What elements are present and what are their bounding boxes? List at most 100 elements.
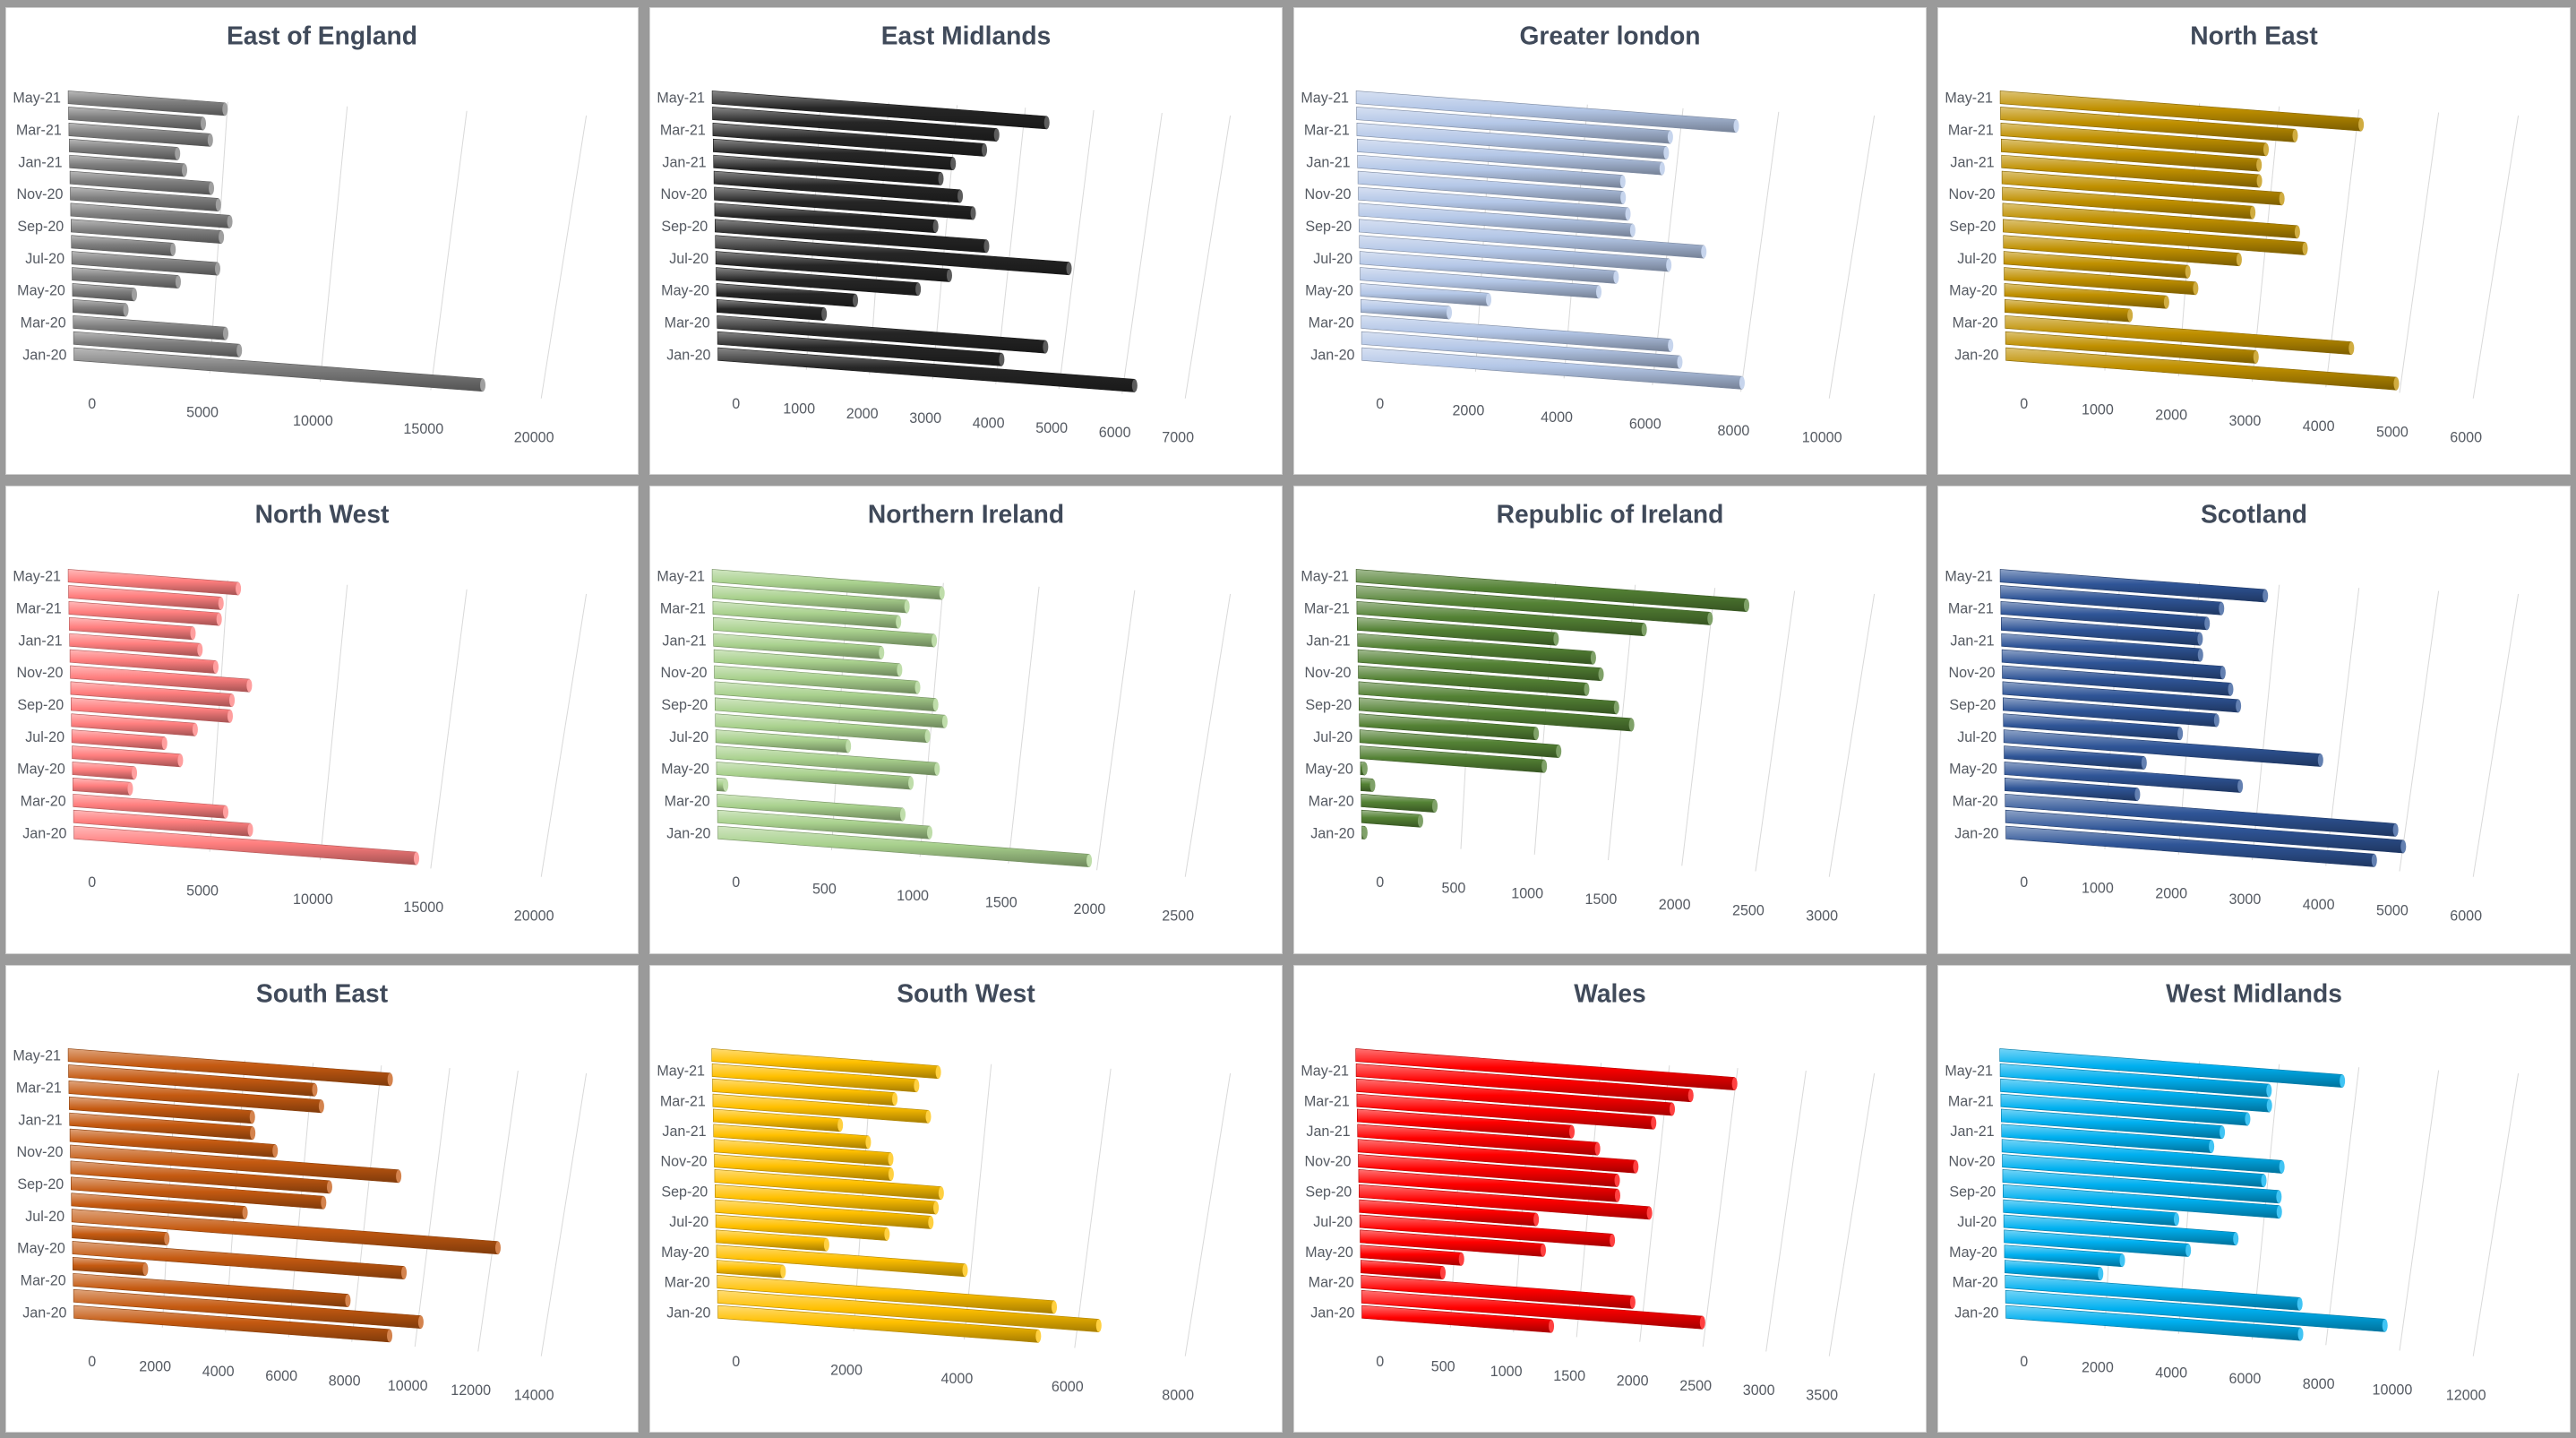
y-tick-label: Jan-20 (1310, 826, 1354, 842)
chart-title: South West (897, 979, 1035, 1008)
bar-end-cap (1590, 651, 1596, 665)
bar-end-cap (2220, 667, 2226, 680)
bar-end-cap (2279, 1159, 2285, 1174)
y-tick-label: Mar-20 (665, 1274, 710, 1290)
y-tick-label: May-21 (1301, 569, 1349, 585)
y-tick-label: Nov-20 (661, 665, 708, 681)
y-tick-label: Jan-21 (18, 1112, 62, 1128)
bar-end-cap (993, 128, 1000, 142)
x-tick-label: 6000 (1099, 425, 1131, 441)
x-tick-label: 10000 (1802, 429, 1842, 445)
bar-end-cap (2256, 159, 2263, 172)
bar-end-cap (417, 1315, 424, 1329)
bar-end-cap (207, 133, 213, 147)
bar-end-cap (1659, 161, 1665, 176)
bar-end-cap (865, 1135, 872, 1149)
chart-svg: Greater london 0 2000 4000 6000 8000 10000 Jan-… (1301, 22, 1876, 446)
x-tick-label: 0 (732, 874, 740, 891)
y-tick-label: Sep-20 (1949, 1184, 1996, 1200)
gridline (1184, 594, 1232, 878)
bar-end-cap (2185, 1243, 2192, 1257)
y-tick-label: Jul-20 (1313, 251, 1352, 267)
y-tick-label: Sep-20 (661, 219, 708, 235)
bar-end-cap (123, 303, 129, 317)
bar-end-cap (1549, 1319, 1555, 1332)
x-tick-label: 20000 (514, 908, 554, 925)
chart-title: Republic of Ireland (1497, 501, 1724, 530)
x-tick-label: 1000 (2082, 881, 2114, 897)
gridline (1765, 1070, 1807, 1352)
x-tick-label: 2000 (139, 1358, 171, 1374)
y-tick-label: Jan-20 (666, 1305, 710, 1321)
chart-svg: Republic of Ireland 0 500 1000 1500 2000 2500 3… (1301, 501, 1876, 925)
x-tick-label: 15000 (403, 900, 443, 916)
y-tick-label: Nov-20 (1949, 186, 1996, 202)
gridline (477, 1070, 519, 1352)
bar-end-cap (2219, 602, 2225, 616)
gridline (319, 106, 348, 383)
bar-end-cap (1043, 116, 1050, 129)
bar-end-cap (2177, 727, 2184, 741)
x-tick-label: 6000 (1629, 417, 1662, 433)
bar-end-cap (957, 189, 964, 203)
gridline (2399, 112, 2440, 393)
y-tick-label: Jan-20 (22, 1305, 66, 1321)
gridline (1121, 112, 1163, 394)
y-tick-label: Nov-20 (661, 1153, 708, 1169)
bar-end-cap (212, 660, 219, 674)
y-tick-label: Jan-21 (18, 154, 62, 170)
y-tick-label: Jul-20 (669, 729, 708, 745)
bar-end-cap (242, 1206, 248, 1219)
bar-end-cap (2134, 788, 2141, 802)
chart-svg: Scotland 0 1000 2000 3000 4000 5000 6000 Jan-20 M… (1945, 501, 2520, 925)
bar-end-cap (2292, 129, 2298, 142)
bar-end-cap (229, 693, 236, 708)
y-tick-label: Sep-20 (661, 1184, 708, 1200)
y-tick-label: Jan-20 (1954, 1305, 1998, 1321)
x-tick-label: 4000 (941, 1370, 974, 1386)
bar-end-cap (2266, 1083, 2272, 1097)
x-tick-label: 6000 (1052, 1379, 1084, 1395)
bar-end-cap (1651, 1115, 1657, 1130)
y-tick-label: Nov-20 (1305, 186, 1352, 202)
y-tick-label: Mar-21 (16, 1080, 62, 1096)
y-tick-label: Jan-21 (1306, 1124, 1350, 1140)
y-tick-label: Sep-20 (1305, 219, 1352, 235)
bar-end-cap (933, 1201, 940, 1214)
bar (72, 762, 137, 780)
chart-title: East of England (227, 22, 417, 51)
gridline (2472, 115, 2520, 399)
bar-end-cap (821, 307, 828, 321)
chart-title: Wales (1574, 979, 1645, 1008)
x-tick-label: 500 (1431, 1358, 1455, 1374)
bar-end-cap (1584, 683, 1590, 696)
y-tick-label: Mar-20 (1309, 794, 1354, 810)
x-tick-label: 4000 (973, 415, 1005, 431)
bar-end-cap (2297, 1327, 2304, 1340)
gridline (1828, 1072, 1876, 1356)
gridline (540, 594, 588, 878)
bar-end-cap (879, 646, 885, 659)
y-tick-label: May-20 (1305, 762, 1353, 778)
bar-end-cap (780, 1264, 786, 1278)
y-tick-label: May-20 (661, 283, 709, 299)
x-tick-label: 15000 (403, 421, 443, 437)
gridline (540, 115, 588, 399)
bar-end-cap (321, 1195, 327, 1209)
x-tick-label: 2000 (830, 1362, 863, 1378)
chart-svg: Northern Ireland 0 500 1000 1500 2000 2500 Jan-… (657, 501, 1232, 925)
bar-end-cap (888, 1167, 894, 1181)
bar-end-cap (227, 215, 233, 228)
bar-end-cap (1625, 207, 1631, 220)
x-tick-label: 6000 (2450, 908, 2482, 925)
y-tick-label: May-21 (13, 1047, 61, 1063)
x-tick-label: 10000 (2373, 1382, 2413, 1398)
bar-end-cap (925, 1109, 932, 1124)
y-tick-label: Mar-20 (21, 1272, 66, 1288)
y-tick-label: Mar-21 (1304, 122, 1350, 138)
x-tick-label: 1500 (985, 895, 1018, 911)
x-tick-label: 7000 (1162, 429, 1194, 445)
bar-end-cap (884, 1227, 890, 1241)
bar-end-cap (1663, 146, 1670, 159)
y-tick-label: Jan-21 (662, 633, 706, 650)
